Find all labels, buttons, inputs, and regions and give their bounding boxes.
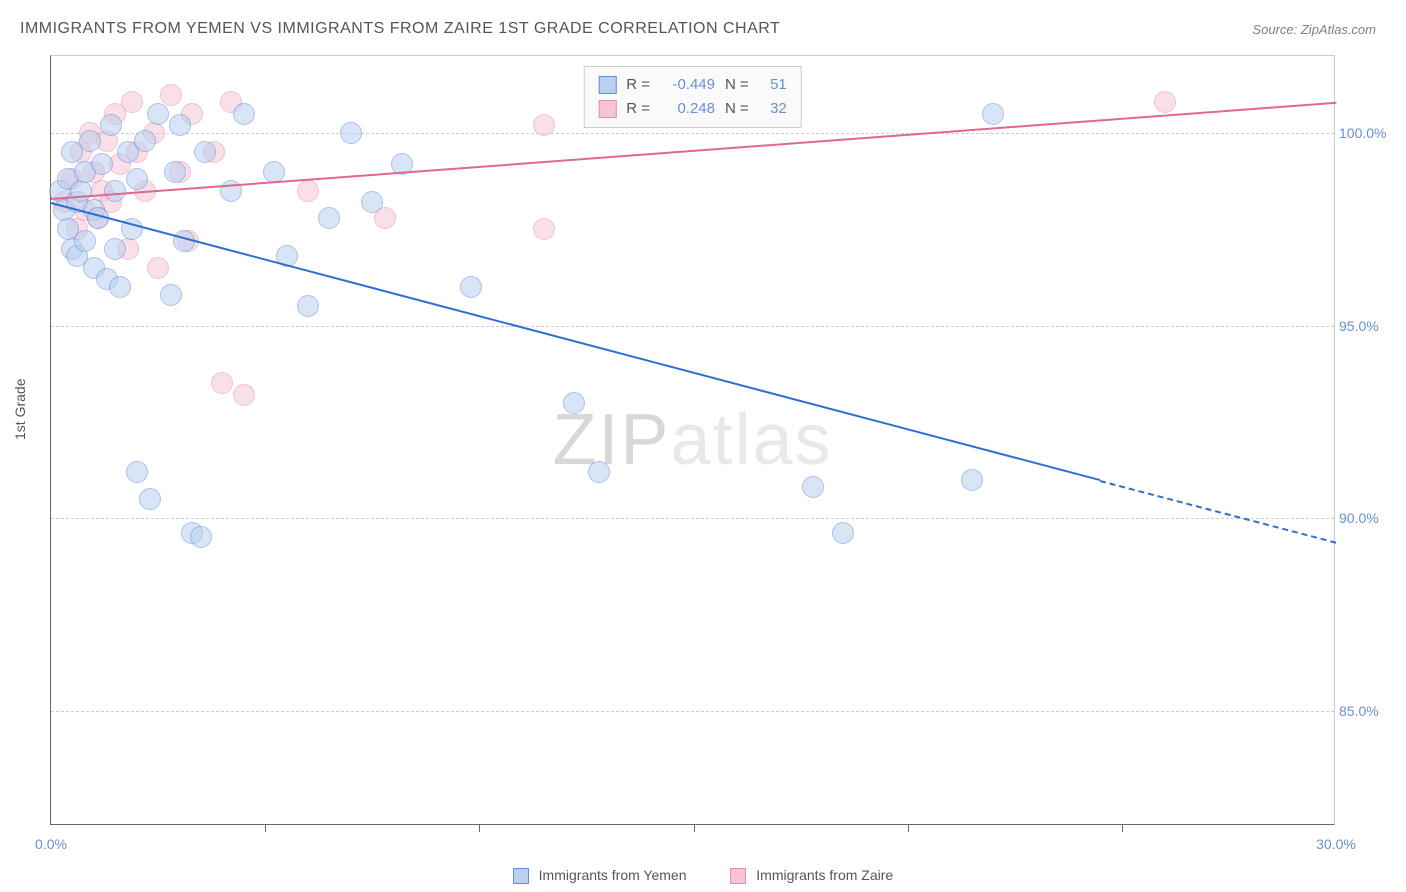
scatter-point-yemen	[340, 122, 362, 144]
xtick-label: 0.0%	[35, 836, 67, 852]
scatter-point-yemen	[91, 153, 113, 175]
scatter-point-yemen	[79, 130, 101, 152]
scatter-point-yemen	[563, 392, 585, 414]
gridline-h	[51, 326, 1334, 327]
stats-r-label: R =	[626, 97, 650, 121]
scatter-point-zaire	[160, 84, 182, 106]
scatter-point-yemen	[126, 168, 148, 190]
trend-line-yemen	[51, 202, 1101, 481]
legend-label-yemen: Immigrants from Yemen	[539, 867, 687, 883]
xtick	[694, 824, 695, 832]
stats-row-yemen: R = -0.449 N = 51	[598, 73, 787, 97]
scatter-point-zaire	[211, 372, 233, 394]
scatter-point-yemen	[190, 526, 212, 548]
scatter-point-yemen	[104, 238, 126, 260]
ytick-label: 85.0%	[1339, 703, 1394, 719]
scatter-point-yemen	[74, 230, 96, 252]
xtick	[1122, 824, 1123, 832]
stats-n-zaire: 32	[759, 97, 787, 121]
gridline-h	[51, 133, 1334, 134]
source-attribution: Source: ZipAtlas.com	[1252, 22, 1376, 37]
scatter-point-zaire	[533, 218, 555, 240]
scatter-point-yemen	[361, 191, 383, 213]
xtick	[908, 824, 909, 832]
stats-swatch-zaire	[598, 100, 616, 118]
scatter-point-zaire	[233, 384, 255, 406]
scatter-point-zaire	[121, 91, 143, 113]
scatter-point-yemen	[104, 180, 126, 202]
source-name: ZipAtlas.com	[1301, 22, 1376, 37]
ytick-label: 100.0%	[1339, 125, 1394, 141]
scatter-point-yemen	[297, 295, 319, 317]
stats-r-yemen: -0.449	[660, 73, 715, 97]
scatter-point-yemen	[318, 207, 340, 229]
xtick	[479, 824, 480, 832]
stats-n-label: N =	[725, 97, 749, 121]
stats-row-zaire: R = 0.248 N = 32	[598, 97, 787, 121]
legend-swatch-yemen	[513, 868, 529, 884]
stats-r-zaire: 0.248	[660, 97, 715, 121]
scatter-point-yemen	[164, 161, 186, 183]
scatter-point-zaire	[1154, 91, 1176, 113]
stats-n-yemen: 51	[759, 73, 787, 97]
stats-swatch-yemen	[598, 76, 616, 94]
scatter-point-yemen	[169, 114, 191, 136]
ytick-label: 90.0%	[1339, 510, 1394, 526]
legend-label-zaire: Immigrants from Zaire	[756, 867, 893, 883]
scatter-point-yemen	[961, 469, 983, 491]
scatter-point-yemen	[147, 103, 169, 125]
scatter-point-zaire	[533, 114, 555, 136]
scatter-point-yemen	[100, 114, 122, 136]
scatter-point-yemen	[194, 141, 216, 163]
chart-title: IMMIGRANTS FROM YEMEN VS IMMIGRANTS FROM…	[20, 20, 780, 38]
scatter-point-yemen	[134, 130, 156, 152]
scatter-point-zaire	[297, 180, 319, 202]
watermark-atlas: atlas	[670, 400, 832, 480]
legend-swatch-zaire	[730, 868, 746, 884]
scatter-point-yemen	[126, 461, 148, 483]
legend-item-zaire: Immigrants from Zaire	[730, 867, 893, 884]
scatter-point-yemen	[460, 276, 482, 298]
scatter-point-yemen	[109, 276, 131, 298]
scatter-point-zaire	[147, 257, 169, 279]
gridline-h	[51, 518, 1334, 519]
ytick-label: 95.0%	[1339, 318, 1394, 334]
scatter-point-yemen	[139, 488, 161, 510]
chart-plot-area: ZIPatlas R = -0.449 N = 51 R = 0.248 N =…	[50, 55, 1335, 825]
xtick-label: 30.0%	[1316, 836, 1356, 852]
legend-item-yemen: Immigrants from Yemen	[513, 867, 687, 884]
scatter-point-yemen	[802, 476, 824, 498]
source-label: Source:	[1252, 22, 1297, 37]
scatter-point-yemen	[160, 284, 182, 306]
trend-line-yemen-dash	[1100, 480, 1336, 544]
stats-n-label: N =	[725, 73, 749, 97]
gridline-h	[51, 711, 1334, 712]
stats-r-label: R =	[626, 73, 650, 97]
scatter-point-yemen	[233, 103, 255, 125]
xtick	[265, 824, 266, 832]
legend-bottom: Immigrants from Yemen Immigrants from Za…	[0, 867, 1406, 884]
stats-legend-box: R = -0.449 N = 51 R = 0.248 N = 32	[583, 66, 802, 128]
scatter-point-yemen	[263, 161, 285, 183]
scatter-point-yemen	[982, 103, 1004, 125]
y-axis-label: 1st Grade	[12, 379, 28, 440]
scatter-point-yemen	[70, 180, 92, 202]
scatter-point-yemen	[588, 461, 610, 483]
scatter-point-yemen	[832, 522, 854, 544]
